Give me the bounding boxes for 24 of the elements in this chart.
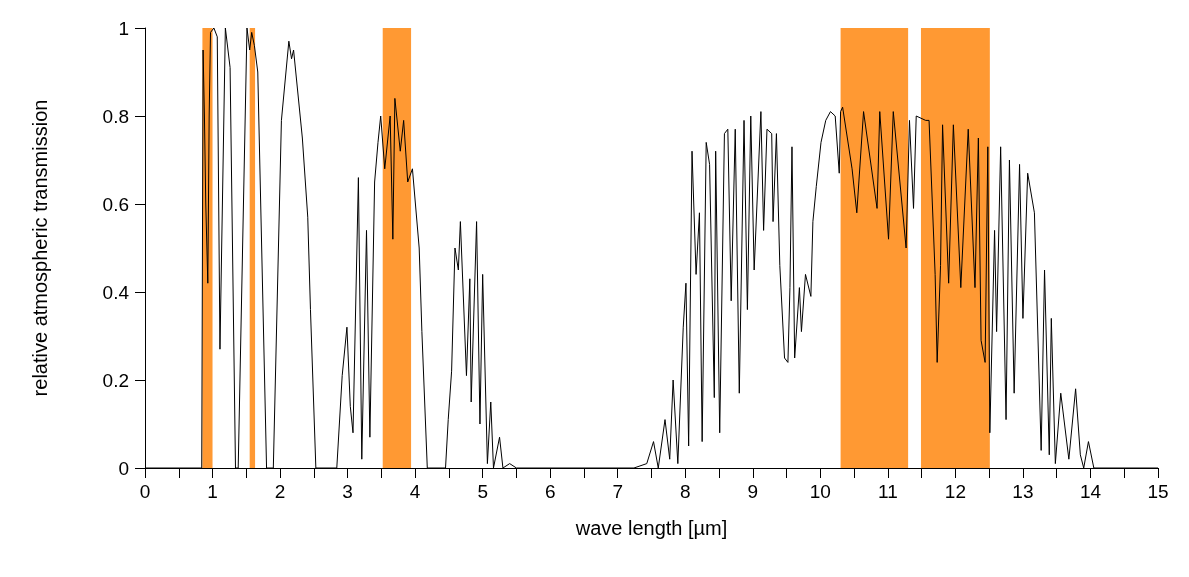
x-tick-label: 12 [944, 481, 966, 502]
y-tick-label: 1 [118, 17, 129, 39]
x-tick-label: 7 [612, 481, 624, 502]
x-tick-label: 1 [207, 481, 218, 502]
x-tick-label: 9 [747, 481, 759, 502]
x-tick-label: 0 [139, 481, 151, 502]
x-tick-label: 13 [1012, 481, 1034, 502]
x-tick-label: 5 [477, 481, 488, 502]
y-tick-label: 0.6 [102, 193, 129, 215]
x-tick-label: 11 [878, 481, 898, 502]
x-tick-label: 8 [679, 481, 691, 502]
x-tick-label: 2 [274, 481, 286, 502]
x-tick-label: 3 [342, 481, 353, 502]
x-tick-label: 4 [409, 481, 421, 502]
y-tick-label: 0.4 [102, 281, 130, 303]
y-axis-title: relative atmospheric transmission [29, 99, 51, 397]
x-tick-label: 10 [809, 481, 831, 502]
y-tick-label: 0.8 [102, 105, 129, 127]
x-axis-title: wave length [µm] [574, 517, 728, 539]
x-tick-label: 6 [544, 481, 556, 502]
y-tick-label: 0 [118, 457, 129, 479]
x-tick-label: 14 [1079, 481, 1102, 502]
x-tick-label: 15 [1147, 481, 1169, 502]
y-tick-label: 0.2 [102, 369, 129, 391]
